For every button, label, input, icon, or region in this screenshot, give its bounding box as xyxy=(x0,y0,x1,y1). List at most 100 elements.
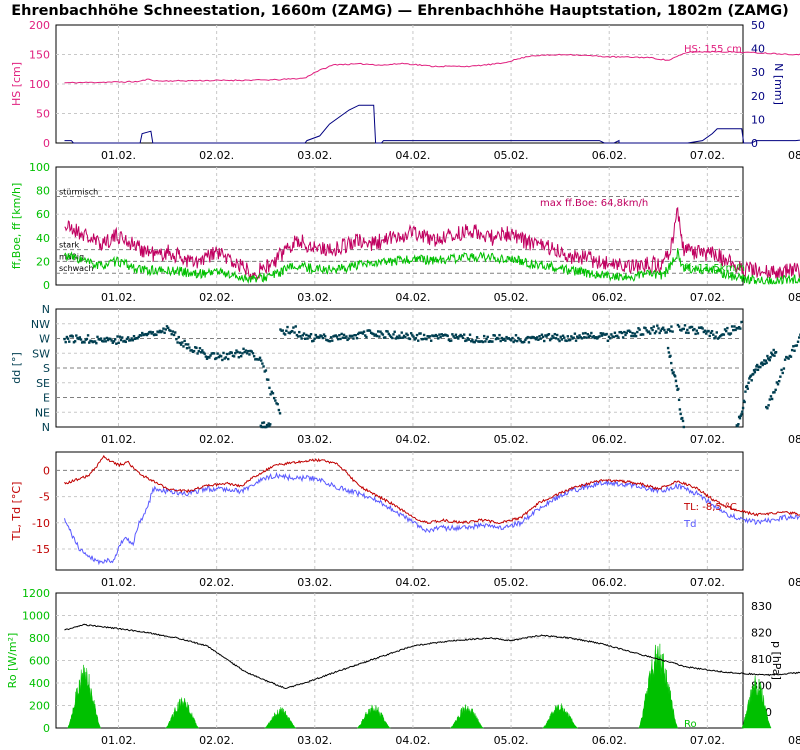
series-point-dd xyxy=(726,326,729,330)
series-point-dd xyxy=(519,339,522,342)
series-point-dd xyxy=(624,333,627,337)
series-point-dd xyxy=(96,335,99,339)
series-point-dd xyxy=(63,337,66,341)
series-point-dd xyxy=(739,327,742,330)
series-point-dd xyxy=(515,339,519,343)
series-area-ro xyxy=(741,675,772,729)
series-point-dd xyxy=(293,331,296,334)
series-point-dd xyxy=(429,339,433,342)
series-point-dd xyxy=(652,325,655,328)
series-point-dd xyxy=(264,369,268,372)
series-point-dd xyxy=(110,339,113,342)
annotation-max-boe: max ff.Boe: 64,8km/h xyxy=(540,198,648,209)
series-point-dd xyxy=(550,337,553,340)
series-point-dd xyxy=(406,333,409,337)
series-point-dd xyxy=(216,352,219,355)
series-point-dd xyxy=(789,355,793,358)
y-tick-label: W xyxy=(39,333,50,346)
series-point-dd xyxy=(228,352,231,355)
series-point-dd xyxy=(732,328,735,332)
x-tick-label: 04.02. xyxy=(395,734,430,747)
reference-line-label: stürmisch xyxy=(59,188,98,197)
series-point-dd xyxy=(774,388,777,392)
series-point-dd xyxy=(185,346,189,350)
series-point-dd xyxy=(577,336,580,340)
series-point-dd xyxy=(586,333,590,336)
series-point-dd xyxy=(335,335,339,338)
series-point-dd xyxy=(262,365,265,368)
x-tick-label: 06.02. xyxy=(592,149,627,162)
series-point-dd xyxy=(762,362,765,365)
series-point-dd xyxy=(763,359,766,362)
series-point-dd xyxy=(753,371,757,374)
series-point-dd xyxy=(450,339,453,342)
y-tick-label: 600 xyxy=(29,655,50,668)
reference-line-label: schwach xyxy=(59,264,94,273)
annotation-td: Td xyxy=(683,519,696,530)
series-point-dd xyxy=(607,335,611,339)
series-point-dd xyxy=(177,335,180,339)
series-point-dd xyxy=(461,336,465,340)
series-point-dd xyxy=(270,390,273,394)
series-point-dd xyxy=(306,337,309,340)
series-point-dd xyxy=(541,335,545,339)
series-point-dd xyxy=(673,375,677,378)
y-tick-label: 0 xyxy=(43,279,50,292)
series-point-dd xyxy=(338,334,341,337)
series-point-dd xyxy=(687,331,690,335)
series-point-dd xyxy=(354,334,358,337)
series-point-dd xyxy=(265,423,269,427)
series-point-dd xyxy=(151,331,155,334)
series-point-dd xyxy=(149,330,152,334)
y-tick-label: 200 xyxy=(29,19,50,32)
series-point-dd xyxy=(598,335,601,338)
series-point-dd xyxy=(347,337,350,340)
series-point-dd xyxy=(64,340,67,344)
series-point-dd xyxy=(671,330,674,333)
series-point-dd xyxy=(703,329,707,332)
series-point-dd xyxy=(212,352,216,355)
series-point-dd xyxy=(201,349,204,352)
series-point-dd xyxy=(88,341,91,344)
series-area-ro xyxy=(356,704,391,729)
series-point-dd xyxy=(634,334,638,338)
series-point-dd xyxy=(73,340,77,343)
series-point-dd xyxy=(458,335,461,338)
series-point-dd xyxy=(460,335,464,338)
series-point-dd xyxy=(763,362,767,365)
series-point-dd xyxy=(581,332,585,335)
series-point-dd xyxy=(739,414,742,417)
series-point-dd xyxy=(497,337,500,340)
x-tick-label: 08.02. xyxy=(788,734,800,747)
series-point-dd xyxy=(749,374,753,377)
series-point-dd xyxy=(129,339,132,342)
series-point-dd xyxy=(682,425,686,429)
series-point-dd xyxy=(733,325,736,328)
series-point-dd xyxy=(291,329,294,333)
series-point-dd xyxy=(473,340,476,344)
series-point-dd xyxy=(681,416,684,420)
series-point-dd xyxy=(239,354,243,358)
series-point-dd xyxy=(468,333,472,336)
series-point-dd xyxy=(633,332,637,335)
series-point-dd xyxy=(398,334,401,337)
series-point-dd xyxy=(400,331,403,334)
series-point-dd xyxy=(772,348,775,352)
y-tick-label: NE xyxy=(35,406,50,419)
series-point-dd xyxy=(75,334,78,337)
x-tick-label: 07.02. xyxy=(690,433,725,446)
series-point-dd xyxy=(339,337,342,341)
y-tick-label: 0 xyxy=(43,137,50,150)
series-point-dd xyxy=(259,359,263,362)
series-point-dd xyxy=(252,355,256,358)
series-point-dd xyxy=(209,354,212,357)
x-tick-label: 03.02. xyxy=(297,734,332,747)
series-point-dd xyxy=(491,340,494,343)
series-point-dd xyxy=(740,320,743,324)
series-point-dd xyxy=(669,329,672,333)
series-point-dd xyxy=(572,336,575,339)
series-point-dd xyxy=(219,355,223,358)
series-point-dd xyxy=(715,331,718,334)
x-tick-label: 02.02. xyxy=(199,433,234,446)
series-point-dd xyxy=(242,347,245,351)
